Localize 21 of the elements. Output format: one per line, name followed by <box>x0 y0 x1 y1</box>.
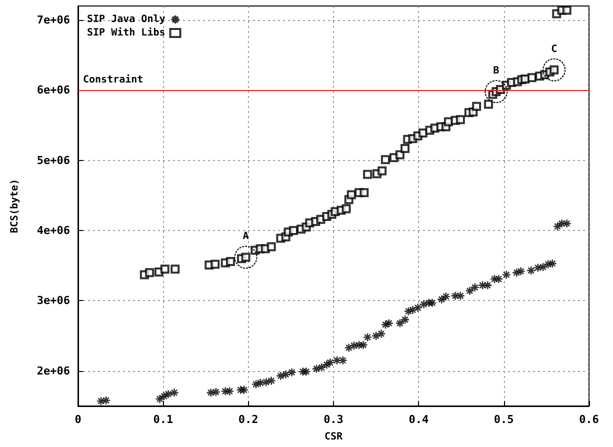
y-axis-title: BCS(byte) <box>10 178 20 234</box>
annotation: C <box>551 44 558 55</box>
y-tick-label: 7e+06 <box>36 14 70 27</box>
legend-label: SIP With Libs <box>86 26 166 38</box>
y-tick-label: 5e+06 <box>36 154 70 167</box>
x-tick-label: 0.5 <box>494 413 514 426</box>
legend-label: SIP Java Only <box>86 14 166 25</box>
x-tick-label: 0.6 <box>579 413 600 426</box>
x-tick-label: 0 <box>74 413 82 426</box>
y-tick-label: 2e+06 <box>36 364 70 378</box>
y-tick-label: 6e+06 <box>36 84 70 97</box>
annotation: B <box>493 66 500 77</box>
x-tick-label: 0.2 <box>238 413 258 426</box>
x-tick-label: 0.1 <box>153 413 174 426</box>
y-tick-label: 3e+06 <box>36 294 70 308</box>
annotation: A <box>242 231 249 242</box>
x-tick-label: 0.3 <box>324 413 344 426</box>
x-axis-title: CSR <box>324 432 344 442</box>
y-tick-label: 4e+06 <box>36 224 70 238</box>
ref-line-label: Constraint <box>83 74 144 86</box>
x-tick-label: 0.4 <box>408 413 429 426</box>
